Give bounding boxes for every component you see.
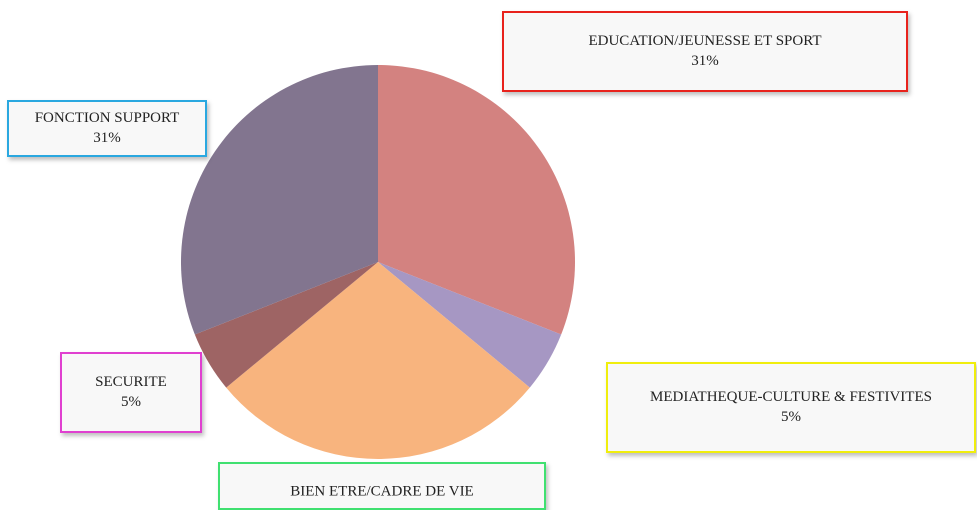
category-label: FONCTION SUPPORT bbox=[35, 110, 180, 126]
label-box bbox=[7, 100, 207, 157]
pie-slice bbox=[194, 262, 378, 388]
pie-slice bbox=[226, 262, 530, 460]
value-label: 5% bbox=[121, 394, 141, 410]
value-label: 31% bbox=[691, 53, 719, 69]
label-box bbox=[606, 362, 976, 453]
label-box bbox=[218, 462, 546, 510]
label-box bbox=[502, 11, 908, 92]
category-label: MEDIATHEQUE-CULTURE & FESTIVITES bbox=[650, 389, 932, 405]
category-label: SECURITE bbox=[95, 374, 167, 390]
value-label: 31% bbox=[93, 130, 121, 146]
value-label: 5% bbox=[781, 409, 801, 425]
label-box bbox=[60, 352, 202, 433]
category-label: EDUCATION/JEUNESSE ET SPORT bbox=[588, 33, 821, 49]
pie-slice bbox=[180, 65, 378, 335]
pie-slice bbox=[378, 262, 562, 388]
pie-slice bbox=[378, 65, 575, 335]
category-label: BIEN ETRE/CADRE DE VIE bbox=[290, 483, 473, 499]
